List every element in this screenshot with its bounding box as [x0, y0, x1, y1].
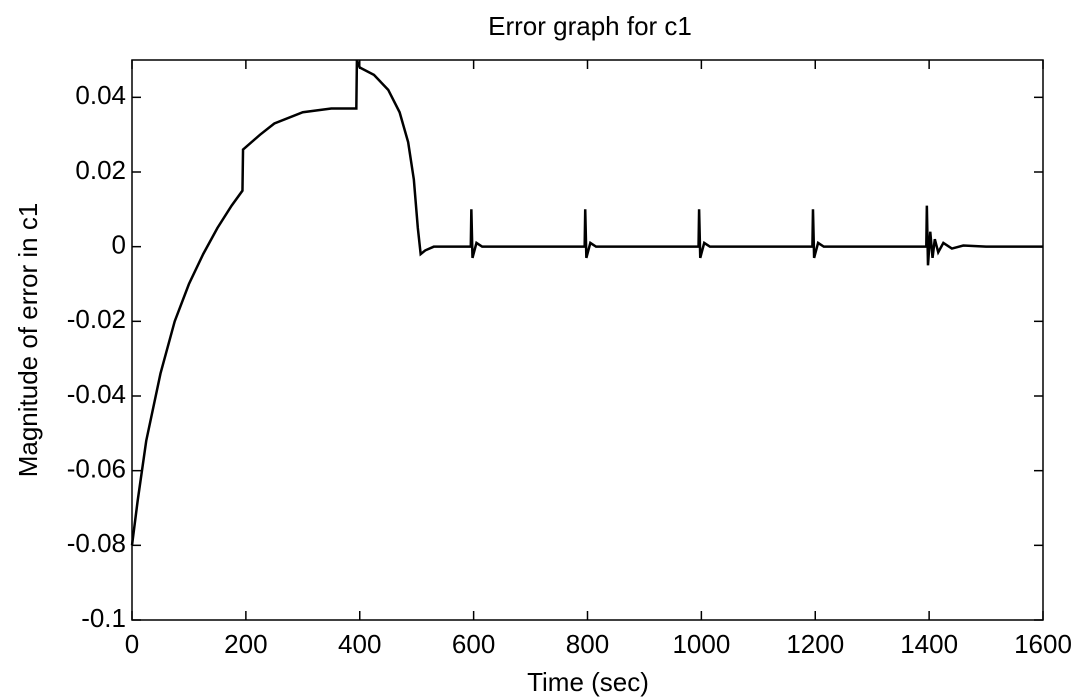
- y-tick-label: -0.04: [67, 379, 126, 409]
- x-tick-label: 600: [452, 629, 495, 659]
- chart-title: Error graph for c1: [488, 11, 692, 41]
- y-tick-label: 0: [112, 230, 126, 260]
- x-tick-label: 1400: [900, 629, 958, 659]
- x-tick-label: 1000: [672, 629, 730, 659]
- y-tick-label: -0.08: [67, 528, 126, 558]
- x-axis-label: Time (sec): [527, 667, 649, 697]
- y-tick-label: 0.02: [75, 155, 126, 185]
- y-tick-label: -0.06: [67, 454, 126, 484]
- x-tick-label: 800: [566, 629, 609, 659]
- plot-frame: [131, 59, 1044, 621]
- x-tick-label: 0: [125, 629, 139, 659]
- x-tick-label: 1600: [1014, 629, 1072, 659]
- y-tick-label: -0.1: [81, 603, 126, 633]
- x-tick-label: 200: [224, 629, 267, 659]
- data-line: [130, 59, 1043, 546]
- x-tick-label: 1200: [786, 629, 844, 659]
- y-tick-label: 0.04: [75, 80, 126, 110]
- y-tick-label: -0.02: [67, 304, 126, 334]
- x-tick-label: 400: [338, 629, 381, 659]
- y-axis-label: Magnitude of error in c1: [13, 203, 43, 478]
